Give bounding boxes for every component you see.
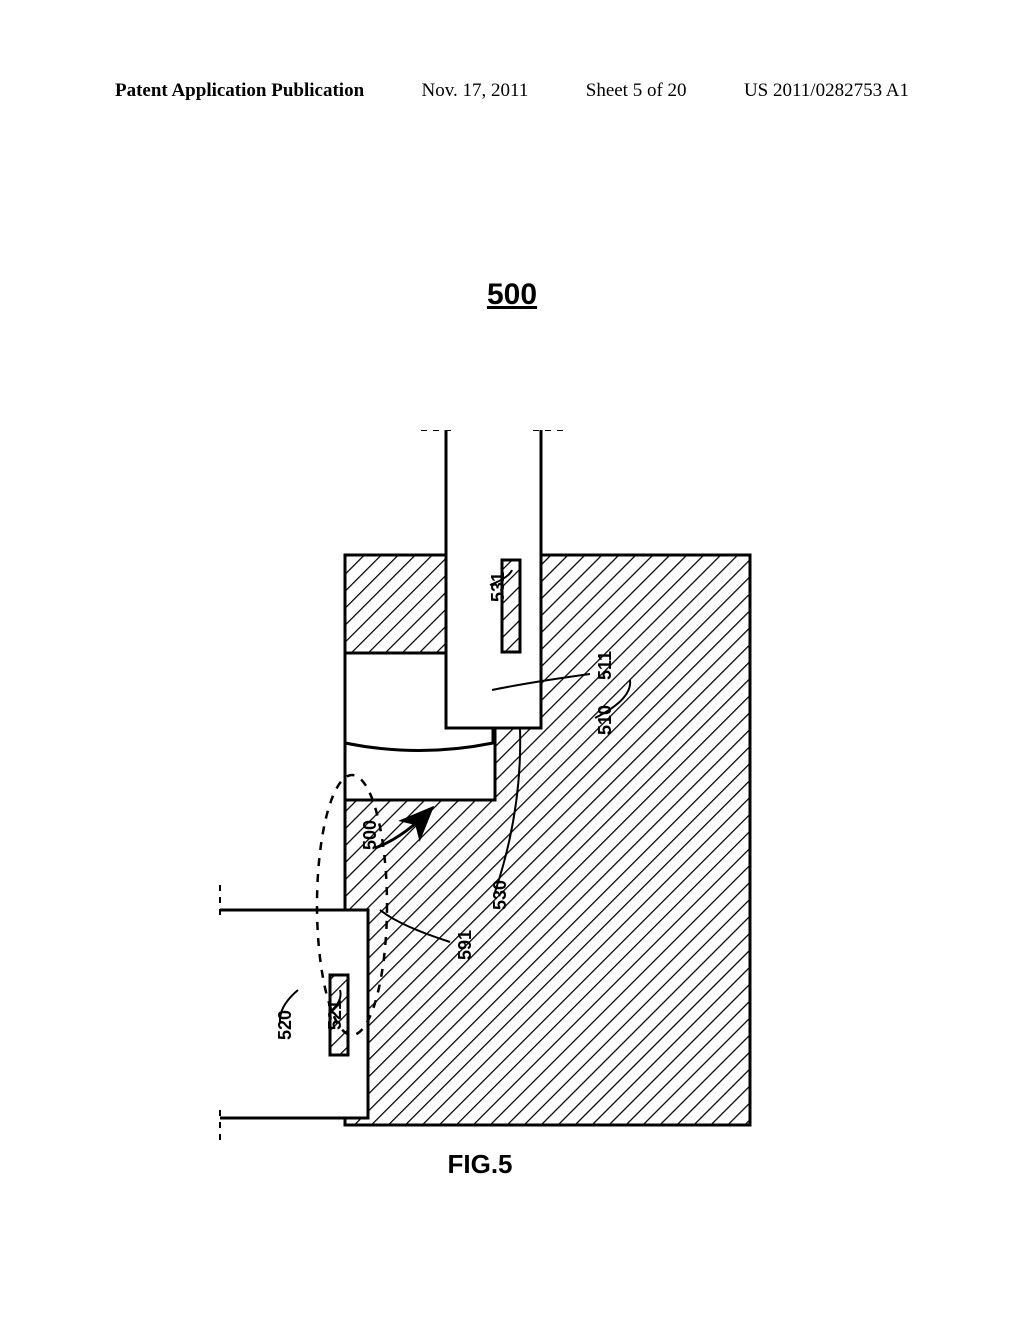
ref-500: 500 bbox=[360, 820, 381, 850]
figure-number-title: 500 bbox=[0, 278, 1024, 312]
header-sheet: Sheet 5 of 20 bbox=[586, 80, 687, 102]
header-date: Nov. 17, 2011 bbox=[422, 80, 529, 102]
figure-svg bbox=[200, 430, 760, 1170]
ref-530: 530 bbox=[490, 880, 511, 910]
ref-591: 591 bbox=[455, 930, 476, 960]
figure-container: FIG.5 500 510 511 520 521 530 531 591 bbox=[200, 430, 760, 1170]
ref-520: 520 bbox=[275, 1010, 296, 1040]
page-header: Patent Application Publication Nov. 17, … bbox=[0, 80, 1024, 102]
header-pubnum: US 2011/0282753 A1 bbox=[744, 80, 909, 102]
figure-label: FIG.5 bbox=[447, 1149, 512, 1180]
ref-531: 531 bbox=[488, 572, 509, 602]
ref-510: 510 bbox=[595, 705, 616, 735]
ref-511: 511 bbox=[595, 651, 616, 680]
header-publication: Patent Application Publication bbox=[115, 80, 364, 102]
ref-521: 521 bbox=[325, 1000, 346, 1030]
